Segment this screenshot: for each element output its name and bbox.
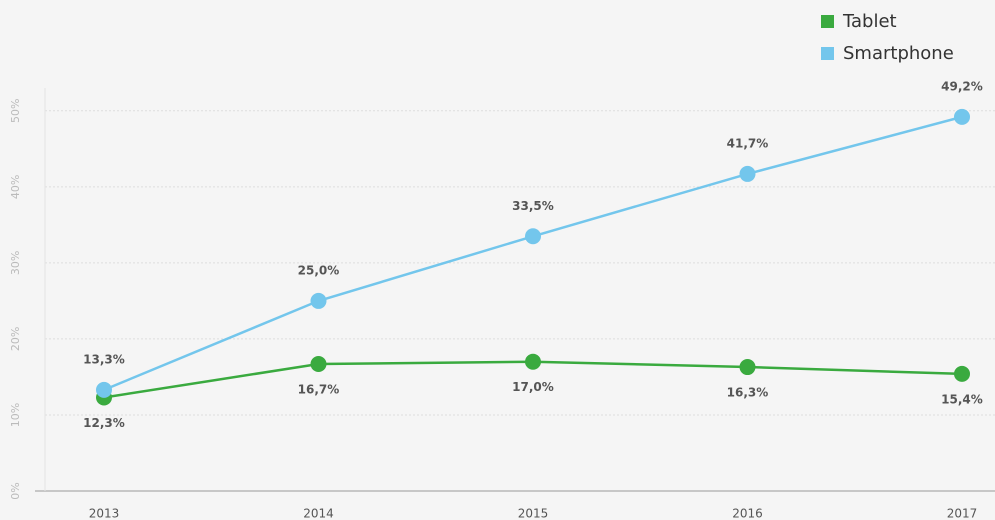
legend-label: Smartphone <box>843 43 954 64</box>
point <box>954 108 970 125</box>
series-line <box>103 115 963 392</box>
x-tick-label: 2013 <box>89 507 120 520</box>
x-tick-label: 2016 <box>732 507 763 520</box>
point <box>739 165 756 182</box>
x-tick-label: 2017 <box>947 507 978 520</box>
data-label: 15,4% <box>941 392 983 406</box>
x-tick-label: 2014 <box>303 507 334 520</box>
legend-swatch <box>821 15 834 28</box>
y-tick-label: 50% <box>9 99 22 123</box>
point <box>525 353 541 370</box>
point <box>96 381 112 398</box>
y-tick-label: 0% <box>9 482 22 499</box>
data-label: 12,3% <box>83 416 125 430</box>
y-tick-label: 30% <box>9 251 22 275</box>
data-label: 25,0% <box>298 263 340 277</box>
point <box>954 365 970 382</box>
data-label: 49,2% <box>941 79 983 93</box>
point <box>310 356 327 373</box>
data-label: 17,0% <box>512 380 554 394</box>
data-label: 41,7% <box>727 136 769 150</box>
point <box>310 292 327 309</box>
point <box>525 228 541 245</box>
data-label: 16,3% <box>727 386 769 400</box>
x-tick-label: 2015 <box>518 507 549 520</box>
y-tick-label: 40% <box>9 175 22 199</box>
data-label: 33,5% <box>512 199 554 213</box>
point <box>739 359 756 376</box>
y-tick-label: 10% <box>9 403 22 427</box>
legend-label: Tablet <box>842 11 897 32</box>
data-label: 16,7% <box>298 383 340 397</box>
y-tick-label: 20% <box>9 327 22 351</box>
data-label: 13,3% <box>83 352 125 366</box>
legend-swatch <box>821 47 834 60</box>
